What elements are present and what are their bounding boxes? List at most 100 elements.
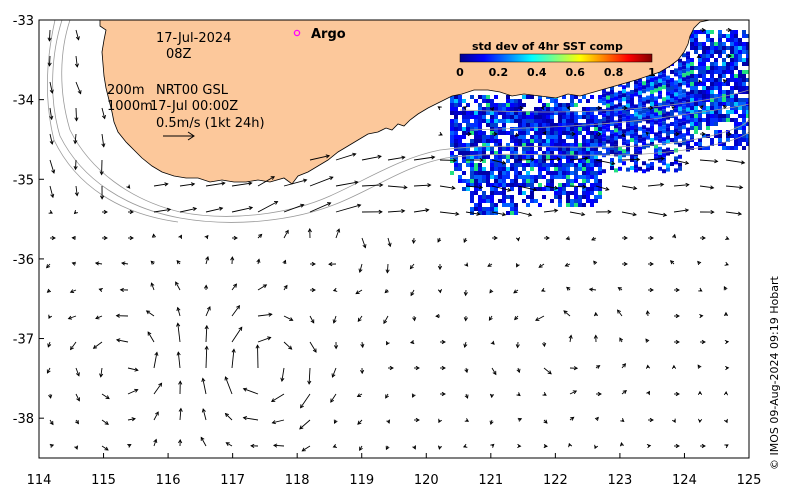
sst-pixel (458, 179, 462, 183)
sst-pixel (674, 72, 678, 77)
sst-pixel (554, 163, 558, 167)
current-arrowhead (490, 443, 495, 448)
current-arrowhead (617, 287, 622, 291)
sst-pixel (698, 142, 702, 146)
sst-pixel (474, 147, 478, 151)
sst-pixel (558, 103, 562, 107)
current-arrowhead (437, 289, 442, 294)
sst-pixel (634, 156, 638, 161)
sst-pixel (706, 94, 710, 98)
sst-pixel (506, 99, 510, 103)
sst-pixel (498, 183, 502, 187)
current-arrow (205, 325, 208, 343)
current-arrow (153, 411, 159, 421)
scale-label: 0.5m/s (1kt 24h) (156, 116, 265, 131)
sst-pixel (458, 111, 462, 115)
current-arrowhead (201, 408, 206, 413)
sst-pixel (686, 139, 690, 144)
current-arrowhead (435, 313, 440, 319)
sst-pixel (514, 99, 518, 103)
sst-pixel (658, 134, 662, 139)
current-arrowhead (150, 260, 155, 265)
sst-pixel (486, 171, 490, 175)
current-arrowhead (357, 203, 362, 208)
sst-pixel (518, 127, 522, 131)
sst-pixel (734, 42, 738, 46)
sst-pixel (622, 149, 626, 154)
plot-frame (38, 19, 750, 459)
sst-pixel (570, 151, 574, 155)
current-arrow (589, 288, 597, 291)
sst-pixel (642, 109, 646, 114)
sst-pixel (518, 107, 522, 111)
sst-pixel (650, 90, 654, 94)
sst-pixel (534, 187, 538, 191)
sst-pixel (558, 167, 562, 171)
sst-pixel (566, 163, 570, 167)
sst-pixel (674, 136, 678, 141)
sst-pixel (606, 111, 610, 116)
current-arrowhead (596, 365, 601, 369)
sst-pixel (710, 98, 714, 102)
sst-pixel (474, 143, 478, 147)
sst-pixel (674, 92, 678, 97)
sst-pixel (474, 187, 478, 191)
current-arrowhead (333, 345, 339, 350)
sst-pixel (670, 90, 674, 94)
sst-pixel (614, 108, 618, 113)
sst-pixel (630, 98, 634, 102)
current-arrow (410, 263, 415, 269)
current-arrowhead (176, 351, 181, 356)
current-arrowhead (99, 373, 104, 378)
sst-pixel (630, 102, 634, 106)
sst-pixel (470, 183, 474, 187)
sst-pixel (614, 92, 618, 97)
sst-pixel (738, 102, 742, 106)
sst-pixel (698, 74, 702, 78)
sst-pixel (610, 130, 614, 134)
sst-pixel (522, 163, 526, 167)
sst-pixel (650, 74, 654, 78)
current-arrowhead (238, 326, 243, 331)
sst-pixel (470, 95, 474, 99)
sst-pixel (502, 167, 506, 171)
current-arrow (361, 184, 383, 187)
sst-pixel (722, 114, 726, 118)
current-arrow (49, 107, 53, 120)
sst-pixel (738, 126, 742, 130)
current-arrowhead (462, 106, 468, 111)
sst-pixel (478, 115, 482, 119)
sst-pixel (638, 134, 642, 139)
sst-pixel (610, 86, 614, 90)
sst-pixel (662, 149, 666, 154)
current-arrow (257, 201, 278, 213)
sst-pixel (614, 112, 618, 117)
sst-pixel (570, 95, 574, 99)
current-arrowhead (299, 425, 304, 430)
current-arrowhead (300, 203, 305, 208)
sst-pixel (646, 167, 650, 172)
current-arrow (535, 315, 545, 321)
sst-pixel (634, 148, 638, 153)
current-arrow (725, 211, 742, 215)
current-arrowhead (479, 157, 484, 163)
sst-pixel (518, 163, 522, 167)
current-arrowhead (431, 155, 436, 160)
current-arrowhead (47, 343, 52, 348)
sst-pixel (698, 118, 702, 122)
sst-pixel (730, 102, 734, 106)
current-arrowhead (722, 79, 727, 84)
current-arrowhead (358, 268, 363, 273)
current-arrowhead (92, 344, 98, 349)
sst-pixel (702, 90, 706, 94)
current-arrowhead (412, 317, 417, 322)
sst-pixel (522, 103, 526, 107)
sst-pixel (518, 131, 522, 135)
sst-pixel (554, 143, 558, 147)
sst-pixel (546, 127, 550, 131)
sst-pixel (530, 147, 534, 151)
sst-pixel (470, 163, 474, 167)
sst-pixel (594, 159, 598, 163)
sst-pixel (566, 143, 570, 147)
sst-pixel (722, 142, 726, 146)
